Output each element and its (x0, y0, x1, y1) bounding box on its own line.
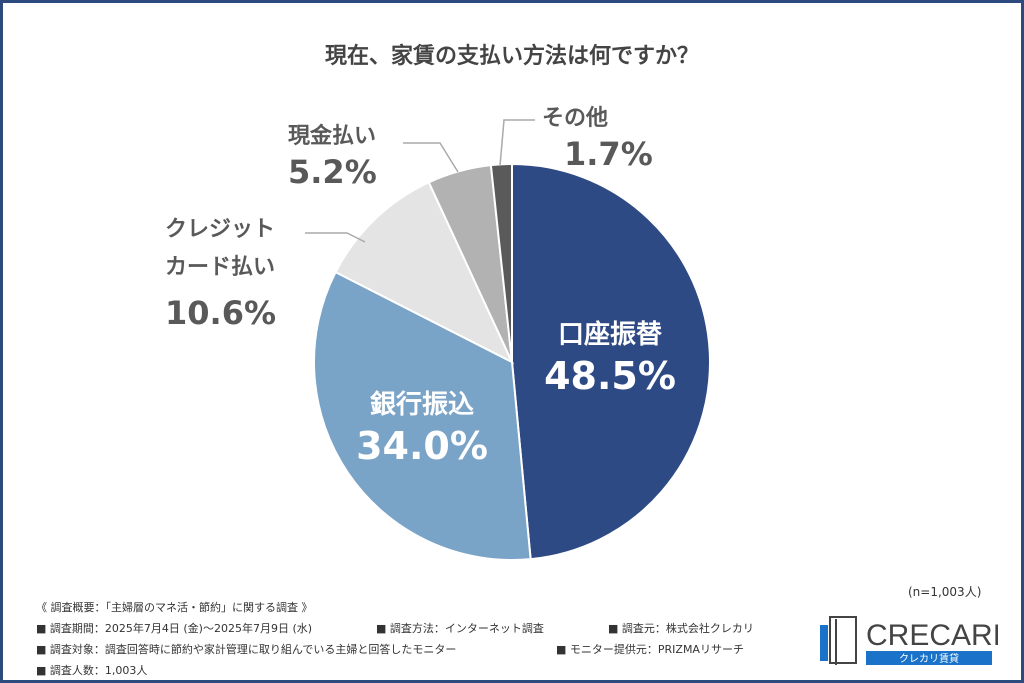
chart-title: 現在、家賃の支払い方法は何ですか？ (324, 44, 699, 69)
leader-line-credit (305, 232, 366, 243)
pie-slice-1 (511, 162, 711, 561)
logo-name: CRECARI (866, 619, 998, 652)
slice-name: 現金払い (288, 124, 377, 149)
crecari-logo: CRECARI クレカリ賃貸 (818, 613, 1001, 673)
leader-line-cash (403, 142, 459, 173)
pie-slice-5 (489, 162, 513, 363)
slice-value: 48.5% (544, 354, 676, 398)
survey-source: ■ 調査元：株式会社クレカリ (608, 622, 754, 635)
survey-period: ■ 調査期間：2025年7月4日 (金)～2025年7月9日 (水) (36, 622, 313, 635)
slice-name-line1: クレジット (165, 217, 276, 242)
leader-line-other (499, 119, 535, 167)
logo-sub: クレカリ賃貸 (899, 652, 959, 665)
door-icon: CRECARI クレカリ賃貸 (820, 616, 1001, 665)
survey-target: ■ 調査対象：調査回答時に節約や家計管理に取り組んでいる主婦と回答したモニター (36, 643, 457, 656)
survey-provider: ■ モニター提供元：PRIZMAリサーチ (556, 643, 744, 656)
survey-method: ■ 調査方法：インターネット調査 (376, 622, 544, 635)
slice-label-cash: 現金払い 5.2% (288, 122, 377, 192)
slice-value: 34.0% (356, 424, 488, 468)
sample-size: (n=1,003人) (908, 585, 982, 599)
survey-overview: 《 調査概要：「主婦層のマネ活・節約」に関する調査 》 (36, 601, 313, 614)
slice-label-ginko: 銀行振込 34.0% (352, 388, 492, 470)
pie-slice-3 (334, 180, 515, 365)
slice-value: 5.2% (288, 153, 377, 191)
slice-value: 1.7% (564, 135, 653, 173)
slice-label-other: その他 1.7% (542, 104, 653, 174)
slice-name: 口座振替 (557, 320, 662, 350)
slice-name: 銀行振込 (369, 390, 474, 420)
survey-count: ■ 調査人数：1,003人 (36, 664, 148, 677)
slice-name: その他 (542, 106, 609, 131)
slice-name-line2: カード払い (165, 255, 276, 280)
slice-label-credit: クレジット カード払い 10.6% (165, 215, 276, 333)
slice-value: 10.6% (165, 294, 277, 332)
slice-label-koza: 口座振替 48.5% (540, 318, 680, 400)
